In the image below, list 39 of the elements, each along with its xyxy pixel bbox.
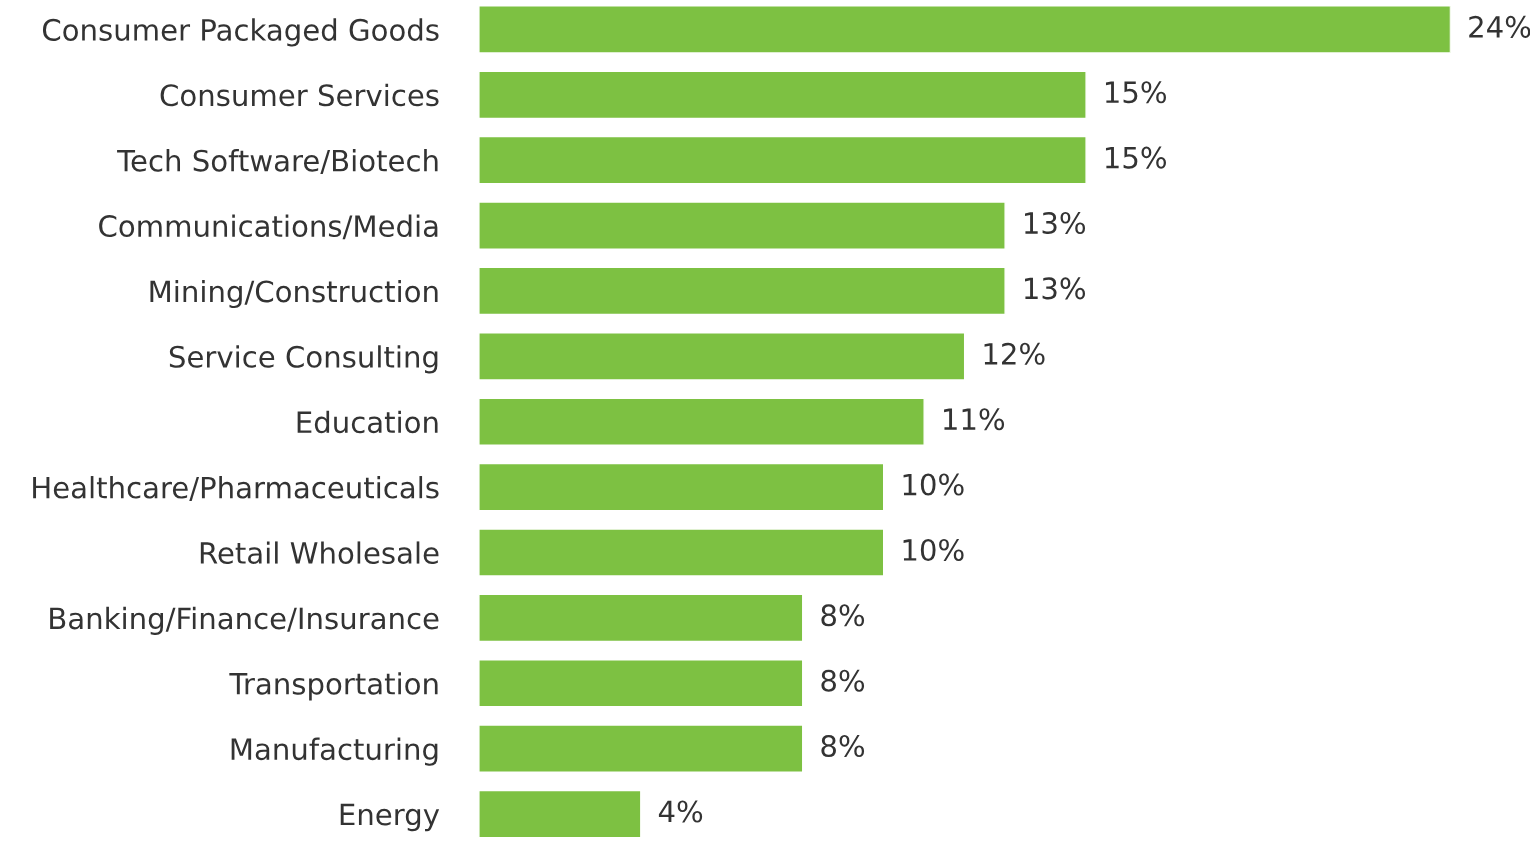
bar [478, 789, 642, 839]
data-label: 10% [903, 538, 964, 561]
data-label: 15% [1105, 146, 1166, 169]
bar [478, 462, 885, 512]
data-label: 4% [658, 800, 703, 823]
data-label: 8% [821, 735, 865, 758]
y-tick-label: Transportation [229, 672, 438, 701]
bar [478, 724, 804, 773]
y-tick-label: Banking/Finance/Insurance [50, 606, 439, 636]
y-tick-label: Consumer Packaged Goods [42, 18, 439, 47]
y-tick-label: Education [297, 410, 438, 434]
data-label: 24% [1469, 15, 1530, 38]
data-label: 8% [821, 669, 865, 692]
bar [478, 593, 804, 643]
bar [478, 70, 1087, 120]
y-tick-label: Healthcare/Pharmaceuticals [33, 476, 439, 501]
bar [478, 5, 1451, 54]
data-label: 13% [1025, 277, 1086, 300]
data-label: 11% [944, 408, 1005, 431]
y-tick-label: Retail Wholesale [200, 541, 439, 564]
y-tick-label: Communications/Media [99, 214, 438, 240]
data-label: 8% [821, 604, 865, 627]
y-tick-label: Energy [340, 803, 440, 832]
bar [478, 528, 885, 577]
data-label: 10% [903, 473, 964, 496]
y-tick-label: Consumer Services [160, 83, 439, 107]
bar [478, 397, 925, 446]
data-label: 13% [1025, 211, 1086, 235]
bar [478, 135, 1087, 185]
data-label: 15% [1105, 81, 1166, 104]
bar [478, 332, 966, 381]
bar [478, 266, 1006, 316]
data-label: 12% [984, 342, 1045, 365]
y-tick-label: Service Consulting [169, 345, 438, 374]
y-tick-label: Tech Software/Biotech [117, 149, 438, 174]
bar [478, 659, 804, 708]
bar [478, 201, 1006, 250]
y-tick-label: Mining/Construction [150, 279, 438, 309]
y-tick-label: Manufacturing [231, 737, 438, 766]
